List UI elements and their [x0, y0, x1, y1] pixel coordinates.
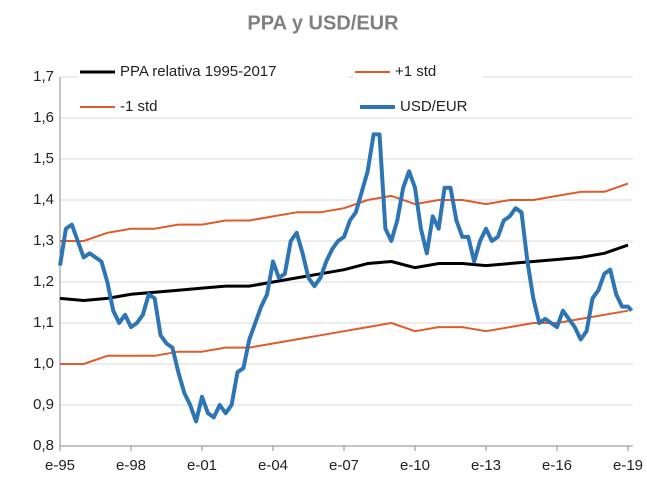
legend-bg	[353, 62, 483, 82]
series-line	[60, 309, 629, 365]
legend-label: +1 std	[395, 63, 436, 80]
legend-bg	[78, 97, 208, 117]
chart-title: PPA y USD/EUR	[247, 12, 399, 34]
y-tick-label: 0,8	[33, 437, 54, 454]
y-tick-label: 1,7	[33, 68, 54, 85]
x-tick-label: e-10	[400, 457, 430, 474]
y-tick-label: 1,3	[33, 232, 54, 249]
x-tick-label: e-16	[542, 457, 572, 474]
series-line	[59, 243, 629, 302]
y-tick-label: 1,2	[33, 273, 54, 290]
legend-label: PPA relativa 1995-2017	[120, 63, 277, 80]
series-line	[58, 132, 634, 424]
y-tick-label: 1,0	[33, 355, 54, 372]
legend-bg	[358, 97, 488, 117]
y-tick-label: 1,4	[33, 191, 54, 208]
legend-label: -1 std	[120, 98, 158, 115]
y-tick-label: 0,9	[33, 396, 54, 413]
y-tick-label: 1,5	[33, 150, 54, 167]
x-tick-label: e-95	[45, 457, 75, 474]
x-tick-label: e-19	[613, 457, 643, 474]
series-line	[60, 182, 629, 242]
x-tick-label: e-04	[258, 457, 288, 474]
y-tick-label: 1,6	[33, 109, 54, 126]
x-tick-label: e-13	[471, 457, 501, 474]
legend-label: USD/EUR	[400, 98, 468, 115]
x-tick-label: e-01	[187, 457, 217, 474]
legend-bg	[78, 62, 348, 82]
y-tick-label: 1,1	[33, 314, 54, 331]
x-tick-label: e-98	[116, 457, 146, 474]
x-tick-label: e-07	[329, 457, 359, 474]
